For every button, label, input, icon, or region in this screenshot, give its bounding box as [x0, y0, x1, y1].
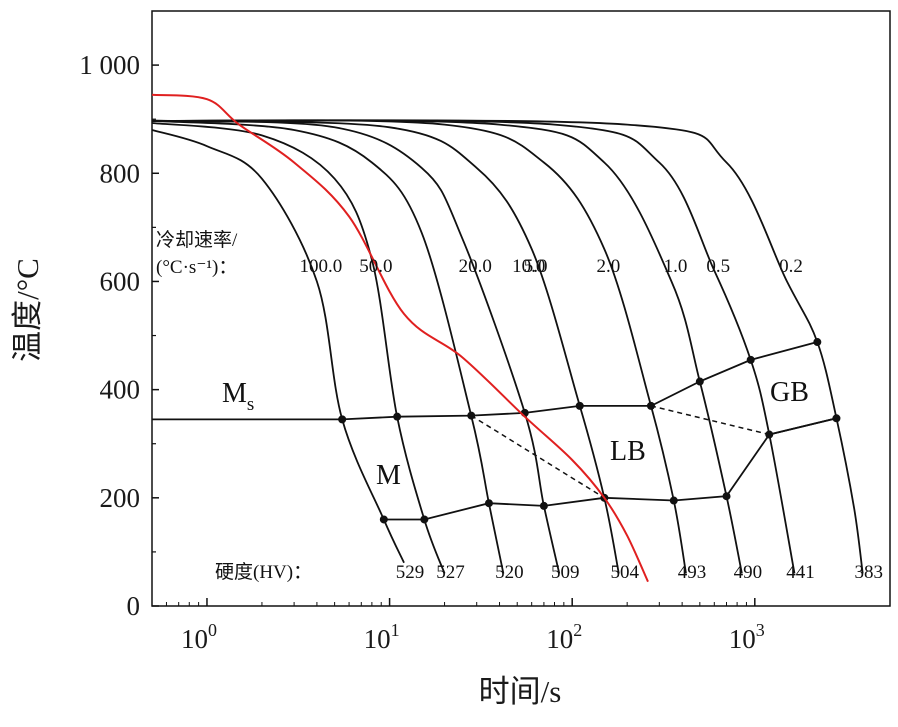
- cooling-rate-title: 冷却速率/: [156, 229, 238, 251]
- dashed-line: [650, 405, 770, 436]
- cooling-curve: [151, 119, 505, 574]
- cooling-curve: [151, 129, 405, 564]
- hardness-label: 490: [734, 562, 763, 583]
- cooling-rate-label: 0.2: [779, 256, 803, 277]
- hardness-label: 441: [786, 562, 815, 583]
- red-curve: [151, 93, 649, 583]
- intersection-marker: [575, 401, 584, 410]
- cooling-rate-label: 100.0: [300, 256, 343, 277]
- cooling-rate-label: 10.0: [512, 256, 545, 277]
- intersection-marker: [695, 377, 704, 386]
- intersection-marker: [832, 414, 841, 423]
- y-axis-title: 温度/°C: [10, 258, 45, 362]
- intersection-marker: [746, 355, 755, 364]
- cooling-rate-label: 5.0: [524, 256, 548, 277]
- cooling-curve: [151, 119, 561, 574]
- intersection-markers: [338, 338, 841, 524]
- x-tick-label: 103: [729, 620, 765, 654]
- cooling-rate-label: 0.5: [706, 256, 730, 277]
- intersection-marker: [379, 515, 388, 524]
- y-axis: 0 200 400 600 800 1 000: [79, 50, 159, 621]
- intersection-marker: [722, 492, 731, 501]
- hardness-label: 520: [495, 562, 524, 583]
- hardness-label: 529: [396, 562, 425, 583]
- cooling-curve: [151, 122, 446, 574]
- intersection-marker: [539, 501, 548, 510]
- intersection-marker: [765, 430, 774, 439]
- intersection-marker: [669, 496, 678, 505]
- x-axis-title: 时间/s: [479, 674, 562, 709]
- cooling-curve: [151, 119, 864, 574]
- hardness-title: 硬度(HV)：: [215, 561, 312, 583]
- martensite-label: M: [376, 460, 401, 491]
- hardness-label: 509: [551, 562, 580, 583]
- cooling-rate-label: 2.0: [596, 256, 620, 277]
- intersection-marker: [420, 515, 429, 524]
- y-tick-label: 0: [127, 591, 141, 621]
- dashed-lines: [470, 405, 770, 499]
- y-tick-label: 600: [100, 266, 141, 296]
- cooling-rate-label: 20.0: [459, 256, 492, 277]
- lower-bainite-label: LB: [610, 436, 646, 467]
- hardness-label: 527: [436, 562, 465, 583]
- ms-label-main: M: [222, 378, 247, 409]
- red-continuation-curve: [151, 93, 649, 583]
- hardness-label: 493: [678, 562, 707, 583]
- hardness-label: 504: [611, 562, 640, 583]
- ms-line: [152, 341, 818, 421]
- x-tick-label: 102: [546, 620, 582, 654]
- granular-bainite-label: GB: [770, 377, 809, 408]
- intersection-marker: [393, 412, 402, 421]
- intersection-marker: [813, 338, 822, 347]
- intersection-marker: [338, 415, 347, 424]
- cooling-rate-label: 50.0: [359, 256, 392, 277]
- dashed-line: [470, 414, 605, 499]
- hardness-label: 383: [854, 562, 883, 583]
- ms-label: Ms: [222, 378, 254, 415]
- chart-labels: 100.0 529 50.0 527 20.0 520 10.0 509 5.0 504 2.0 49…: [300, 256, 883, 583]
- cooling-curves: [151, 119, 864, 574]
- x-axis: 100 101 102 103: [151, 598, 765, 654]
- y-tick-label: 800: [100, 158, 141, 188]
- cooling-curve: [151, 119, 620, 574]
- intersection-marker: [646, 401, 655, 410]
- x-tick-label: 101: [364, 620, 400, 654]
- plot-frame: [151, 10, 891, 607]
- y-tick-label: 200: [100, 483, 141, 513]
- cooling-rate-label: 1.0: [664, 256, 688, 277]
- y-tick-label: 1 000: [79, 50, 140, 80]
- intersection-marker: [467, 411, 476, 420]
- ms-label-sub: s: [247, 394, 254, 415]
- cooling-curve: [151, 119, 796, 574]
- x-tick-label: 100: [181, 620, 217, 654]
- cooling-rate-unit: (°C·s⁻¹)：: [156, 257, 237, 278]
- transformation-lines: [152, 341, 837, 521]
- intersection-marker: [484, 499, 493, 508]
- y-tick-label: 400: [100, 375, 141, 405]
